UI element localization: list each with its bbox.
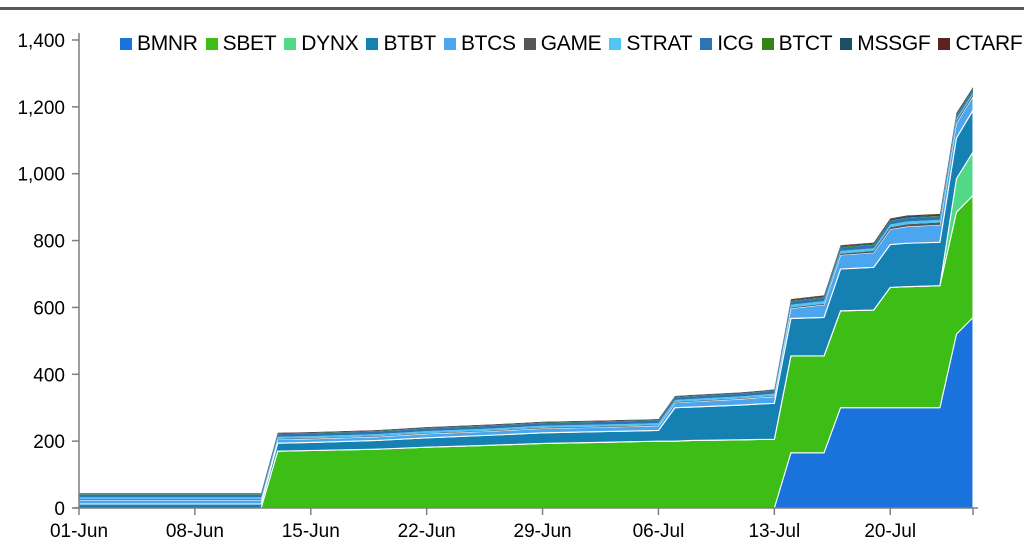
x-axis-label: 01-Jun — [50, 521, 108, 542]
legend-item-dynx: DYNX — [284, 32, 359, 56]
legend-swatch-icon — [609, 38, 622, 50]
x-axis-label: 22-Jun — [398, 521, 456, 542]
x-axis-label: 15-Jun — [282, 521, 340, 542]
y-axis-label: 1,000 — [17, 165, 65, 186]
legend-item-sbet: SBET — [205, 32, 277, 56]
legend-item-ctarf: CTARF — [938, 32, 1023, 56]
legend-item-btbt: BTBT — [366, 32, 436, 56]
legend-label: BTBT — [383, 32, 436, 55]
legend-swatch-icon — [120, 38, 132, 50]
legend-label: CTARF — [955, 32, 1023, 55]
legend-swatch-icon — [840, 38, 853, 50]
legend-item-btct: BTCT — [761, 32, 833, 56]
legend-swatch-icon — [205, 38, 218, 50]
area-btcs — [78, 94, 974, 505]
y-axis-label: 600 — [33, 298, 65, 319]
legend-label: BTCT — [778, 32, 833, 55]
legend-swatch-icon — [761, 38, 774, 50]
legend-swatch-icon — [700, 38, 713, 50]
x-axis-label: 20-Jul — [864, 521, 916, 542]
legend-swatch-icon — [366, 38, 379, 50]
y-axis-label: 1,200 — [17, 98, 65, 119]
y-axis-label: 800 — [33, 232, 65, 253]
legend-swatch-icon — [443, 38, 456, 50]
legend-label: BMNR — [137, 32, 198, 55]
legend-swatch-icon — [523, 38, 536, 50]
legend-label: BTCS — [460, 32, 516, 55]
area-strat — [79, 92, 973, 500]
legend-item-bmnr: BMNR — [120, 32, 198, 56]
legend-label: SBET — [222, 32, 277, 55]
legend-label: ICG — [717, 32, 754, 55]
x-axis-label: 08-Jun — [166, 521, 224, 542]
area-icg — [79, 89, 973, 498]
legend-item-strat: STRAT — [609, 32, 692, 56]
legend-item-icg: ICG — [700, 32, 754, 56]
legend-label: GAME — [540, 32, 602, 55]
top-divider-rule — [0, 7, 1024, 10]
legend-swatch-icon — [938, 38, 951, 50]
legend-item-btcs: BTCS — [443, 32, 516, 56]
x-axis-label: 29-Jun — [514, 521, 572, 542]
legend-label: DYNX — [301, 32, 359, 55]
legend-item-mssgf: MSSGF — [840, 32, 931, 56]
legend-swatch-icon — [284, 38, 297, 50]
x-axis-label: 13-Jul — [748, 521, 800, 542]
y-axis-label: 0 — [54, 499, 65, 520]
legend-item-game: GAME — [523, 32, 602, 56]
legend-label: STRAT — [626, 32, 693, 55]
area-mssgf — [79, 87, 973, 495]
legend-label: MSSGF — [857, 32, 931, 55]
y-axis-label: 1,400 — [17, 31, 65, 52]
chart-legend: BMNR SBET DYNX BTBT BTCS GAME STRAT ICG BTCT MSSG… — [120, 32, 1023, 56]
y-axis-label: 200 — [33, 432, 65, 453]
x-axis-label: 06-Jul — [633, 521, 685, 542]
y-axis-label: 400 — [33, 365, 65, 386]
